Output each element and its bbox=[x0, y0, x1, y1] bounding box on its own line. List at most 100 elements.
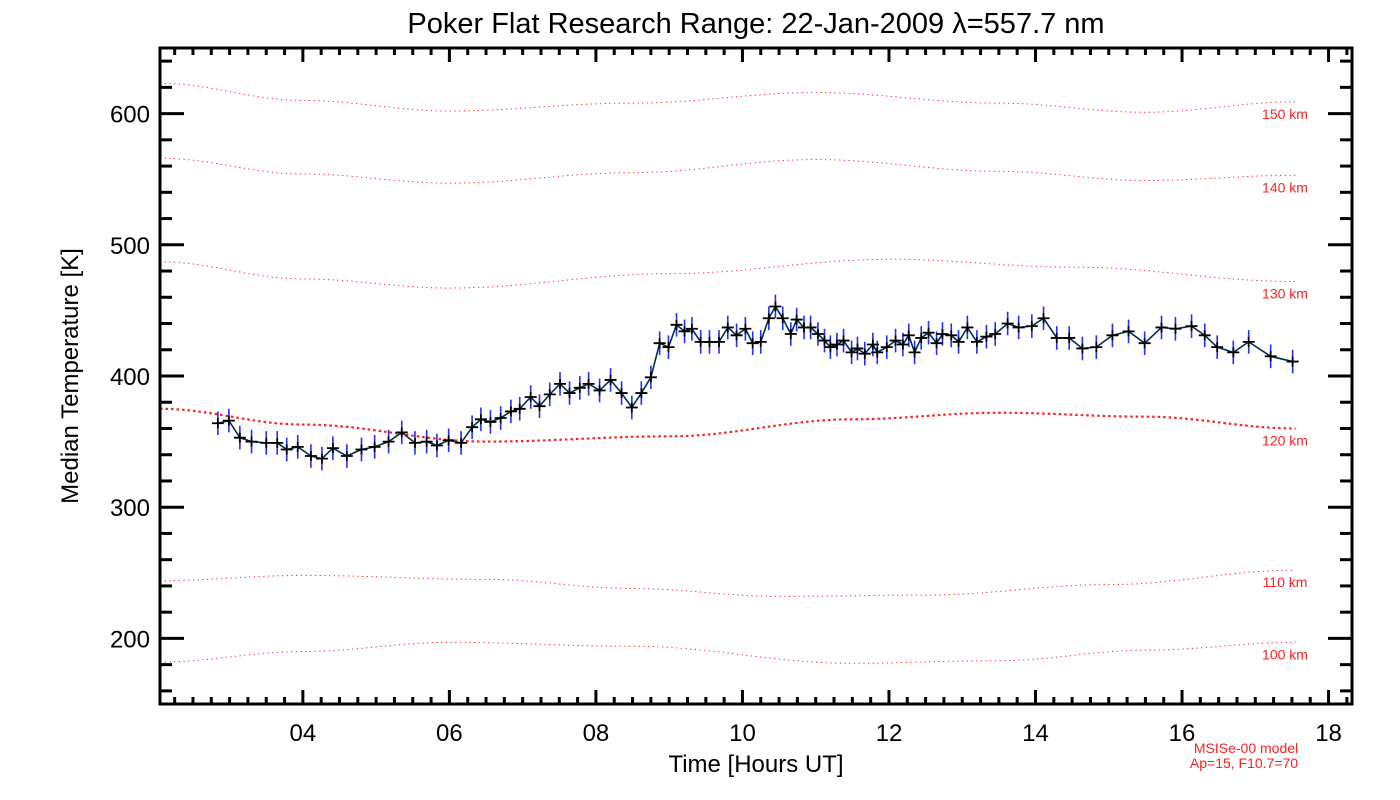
data-point bbox=[1138, 338, 1151, 349]
data-point bbox=[245, 436, 258, 447]
data-point bbox=[280, 444, 293, 455]
data-point bbox=[776, 313, 789, 324]
data-point bbox=[945, 330, 958, 341]
data-point bbox=[970, 336, 983, 347]
y-tick-label: 500 bbox=[110, 233, 150, 260]
data-point bbox=[304, 451, 317, 462]
data-point bbox=[670, 319, 683, 330]
data-point bbox=[721, 322, 734, 333]
data-point bbox=[625, 402, 638, 413]
data-point bbox=[533, 401, 546, 412]
data-point bbox=[593, 385, 606, 396]
data-point bbox=[930, 338, 943, 349]
data-point bbox=[989, 329, 1002, 340]
y-tick-label: 400 bbox=[110, 364, 150, 391]
data-point bbox=[922, 327, 935, 338]
data-point bbox=[1012, 322, 1025, 333]
data-point bbox=[871, 347, 884, 358]
data-point bbox=[713, 336, 726, 347]
data-point bbox=[837, 335, 850, 346]
y-tick-label: 600 bbox=[110, 102, 150, 129]
data-point bbox=[1198, 330, 1211, 341]
data-point bbox=[678, 326, 691, 337]
model-curve-110km bbox=[159, 569, 1296, 597]
data-point bbox=[1076, 343, 1089, 354]
data-point bbox=[1264, 351, 1277, 362]
data-point bbox=[474, 414, 487, 425]
x-tick-label: 16 bbox=[1169, 720, 1196, 747]
data-point bbox=[1037, 313, 1050, 324]
y-tick-label: 200 bbox=[110, 626, 150, 653]
y-axis-title: Median Temperature [K] bbox=[57, 248, 84, 504]
data-point bbox=[811, 329, 824, 340]
data-point bbox=[936, 329, 949, 340]
data-point bbox=[604, 374, 617, 385]
model-curve-label: 100 km bbox=[1262, 646, 1308, 662]
data-point bbox=[554, 378, 567, 389]
data-point bbox=[784, 329, 797, 340]
x-axis-title: Time [Hours UT] bbox=[668, 751, 843, 778]
data-point bbox=[543, 389, 556, 400]
plot-frame bbox=[158, 46, 1354, 706]
data-point bbox=[1242, 336, 1255, 347]
data-point bbox=[961, 322, 974, 333]
x-tick-label: 06 bbox=[436, 720, 463, 747]
x-tick-label: 12 bbox=[876, 720, 903, 747]
data-point bbox=[382, 436, 395, 447]
model-curve-140km bbox=[159, 157, 1296, 184]
data-point bbox=[824, 342, 837, 353]
x-tick-label: 18 bbox=[1315, 720, 1342, 747]
data-point bbox=[455, 437, 468, 448]
data-point bbox=[315, 453, 328, 464]
data-point bbox=[211, 418, 224, 429]
data-point bbox=[952, 336, 965, 347]
model-curve-label: 110 km bbox=[1263, 574, 1308, 590]
data-point bbox=[340, 451, 353, 462]
data-point bbox=[1063, 332, 1076, 343]
data-point bbox=[762, 313, 775, 324]
data-point bbox=[1185, 321, 1198, 332]
data-point bbox=[355, 444, 368, 455]
data-point bbox=[851, 343, 864, 354]
data-point bbox=[513, 403, 526, 414]
data-point bbox=[880, 342, 893, 353]
model-params-note: Ap=15, F10.7=70 bbox=[1190, 755, 1298, 771]
model-note: MSISe-00 model bbox=[1194, 740, 1298, 756]
x-tick-label: 14 bbox=[1022, 720, 1049, 747]
data-point bbox=[233, 432, 246, 443]
data-point bbox=[858, 348, 871, 359]
data-point bbox=[1001, 318, 1014, 329]
model-curve-label: 150 km bbox=[1262, 106, 1308, 122]
data-point bbox=[730, 330, 743, 341]
data-point bbox=[260, 437, 273, 448]
data-point bbox=[395, 427, 408, 438]
data-point bbox=[1227, 347, 1240, 358]
axes: 04 06 08 10 12 14 16 18 200 300 400 500 600 bbox=[110, 46, 1354, 747]
data-point bbox=[908, 347, 921, 358]
data-point bbox=[222, 415, 235, 426]
data-point bbox=[1169, 323, 1182, 334]
data-point bbox=[769, 301, 782, 312]
series-line bbox=[217, 304, 1293, 460]
data-point bbox=[902, 330, 915, 341]
model-curve-120km bbox=[159, 407, 1296, 443]
y-tick-label: 300 bbox=[110, 495, 150, 522]
data-point bbox=[408, 437, 421, 448]
data-point bbox=[790, 314, 803, 325]
data-point bbox=[291, 441, 304, 452]
data-point bbox=[582, 378, 595, 389]
data-point bbox=[484, 416, 497, 427]
data-point bbox=[494, 412, 507, 423]
data-point bbox=[915, 332, 928, 343]
data-point bbox=[1025, 321, 1038, 332]
data-point bbox=[615, 388, 628, 399]
data-point bbox=[524, 391, 537, 402]
x-tick-label: 10 bbox=[729, 720, 756, 747]
data-point bbox=[739, 323, 752, 334]
data-series bbox=[211, 294, 1299, 471]
data-point bbox=[1211, 342, 1224, 353]
data-point bbox=[662, 342, 675, 353]
data-point bbox=[754, 336, 767, 347]
model-curve-150km bbox=[159, 82, 1296, 113]
